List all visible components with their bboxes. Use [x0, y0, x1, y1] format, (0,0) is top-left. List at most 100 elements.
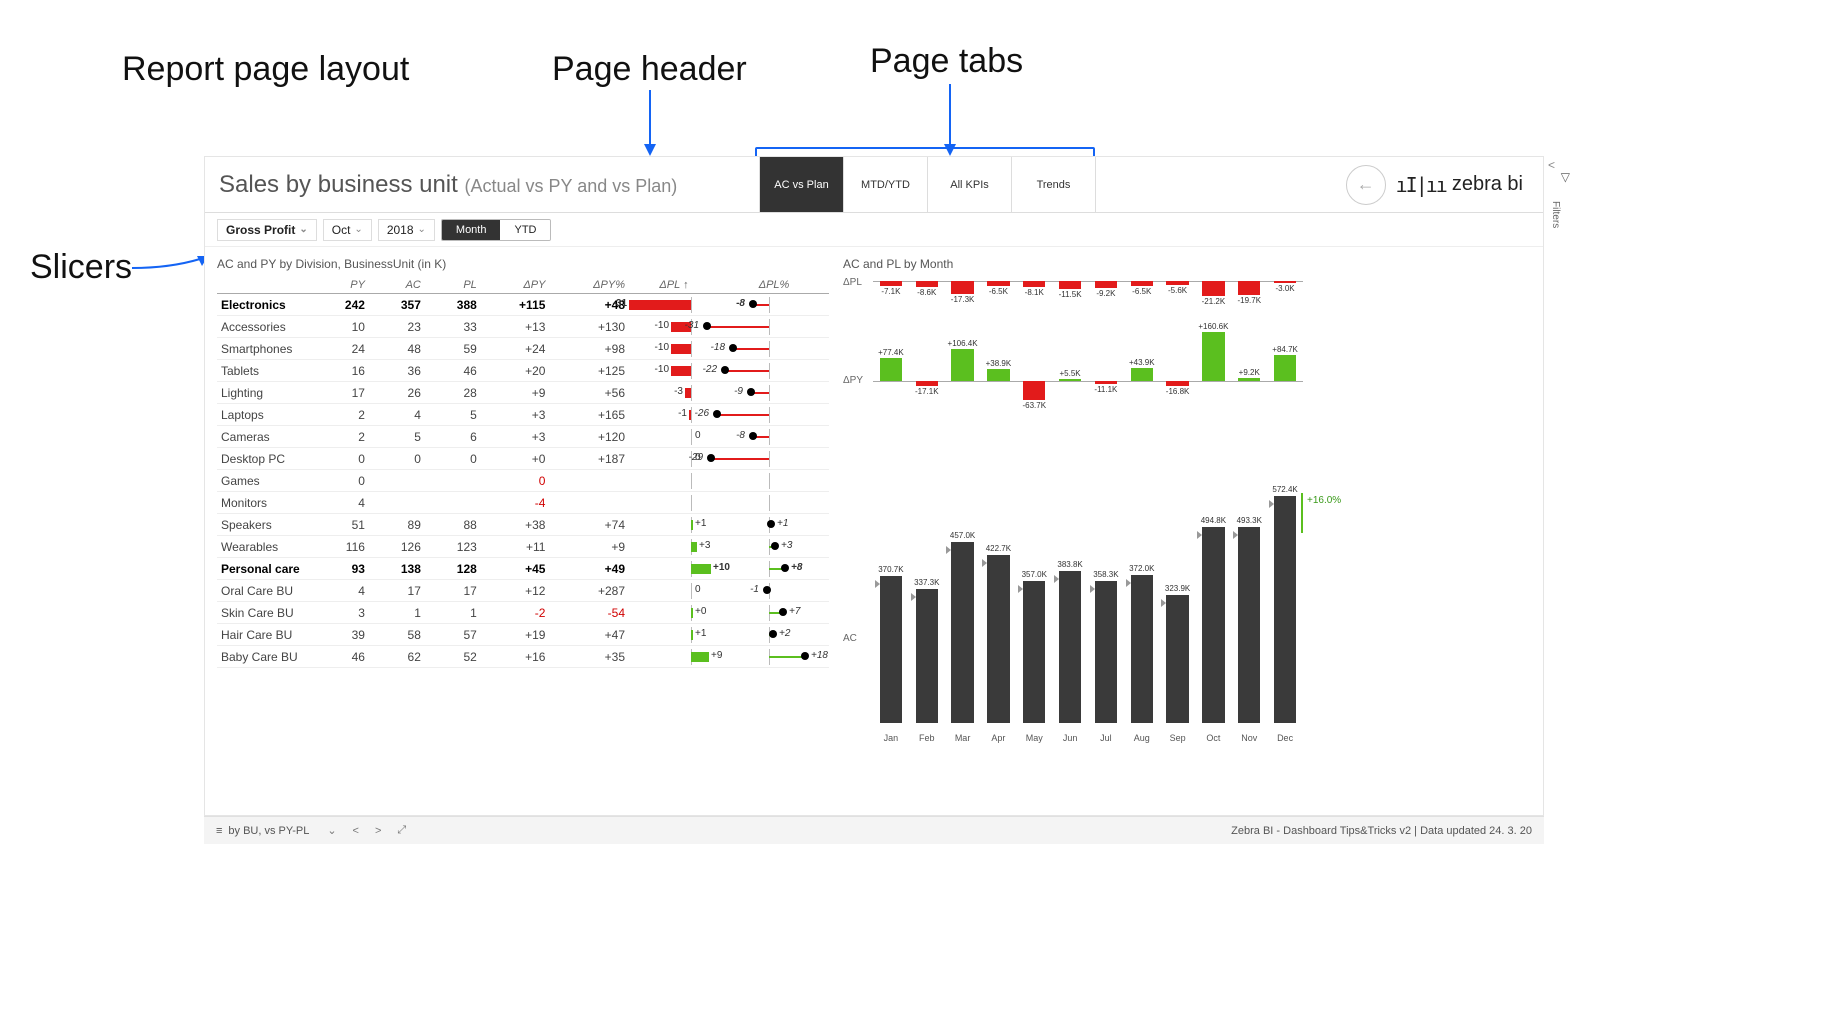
- cell: 88: [425, 514, 481, 536]
- filters-panel-tab[interactable]: ▽ Filters: [1548, 170, 1570, 260]
- cell: 5: [425, 404, 481, 426]
- table-row[interactable]: Cameras256+3+1200-8: [217, 426, 829, 448]
- col-header: PY: [313, 277, 369, 294]
- dpy-bar: [1274, 355, 1296, 381]
- table-row[interactable]: Skin Care BU311-2-54+0+7: [217, 602, 829, 624]
- dpy-bar-label: +38.9K: [981, 359, 1015, 368]
- cell: 48: [369, 338, 425, 360]
- slicer-year[interactable]: 2018 ⌄: [378, 219, 435, 241]
- cell: 57: [425, 624, 481, 646]
- cell-dplpct: -22: [719, 360, 829, 382]
- arrow-header: [640, 90, 660, 158]
- cell: 388: [425, 294, 481, 316]
- dpy-bar: [1059, 379, 1081, 381]
- cell: -2: [481, 602, 550, 624]
- ac-bar: [1202, 527, 1224, 723]
- dpl-bar: [1238, 281, 1260, 295]
- cell-dpl-bar: 0: [629, 580, 719, 602]
- month-label: Dec: [1267, 733, 1303, 743]
- slicer-month[interactable]: Oct ⌄: [323, 219, 372, 241]
- cell: +0: [481, 448, 550, 470]
- dpy-bar: [1238, 378, 1260, 381]
- back-button[interactable]: ←: [1346, 165, 1386, 205]
- cell: Lighting: [217, 382, 313, 404]
- ac-bar-label: 337.3K: [910, 578, 944, 587]
- cell-dplpct: +1: [719, 514, 829, 536]
- cell: 128: [425, 558, 481, 580]
- col-header: ΔPY: [481, 277, 550, 294]
- table-row[interactable]: Electronics242357388+115+48-31-8: [217, 294, 829, 316]
- cell: +9: [549, 536, 629, 558]
- chevron-down-icon: ⌄: [299, 224, 307, 235]
- cell: [549, 470, 629, 492]
- table-row[interactable]: Speakers518988+38+74+1+1: [217, 514, 829, 536]
- cell: Baby Care BU: [217, 646, 313, 668]
- cell: [549, 492, 629, 514]
- table-row[interactable]: Accessories102333+13+130-10-31: [217, 316, 829, 338]
- dpy-bar-label: +9.2K: [1232, 368, 1266, 377]
- cell: 46: [425, 360, 481, 382]
- dpy-bar: [1202, 332, 1224, 381]
- cell-dpl-bar: -10: [629, 338, 719, 360]
- cell: Oral Care BU: [217, 580, 313, 602]
- table-row[interactable]: Tablets163646+20+125-10-22: [217, 360, 829, 382]
- table-row[interactable]: Games00: [217, 470, 829, 492]
- table-row[interactable]: Baby Care BU466252+16+35+9+18: [217, 646, 829, 668]
- arrow-slicers: [130, 256, 210, 286]
- table-row[interactable]: Monitors4-4: [217, 492, 829, 514]
- cell: 123: [425, 536, 481, 558]
- month-label: Feb: [909, 733, 945, 743]
- footer-page-name[interactable]: by BU, vs PY-PL: [228, 825, 309, 837]
- table-row[interactable]: Wearables116126123+11+9+3+3: [217, 536, 829, 558]
- table-row[interactable]: Laptops245+3+165-1-26: [217, 404, 829, 426]
- cell: Personal care: [217, 558, 313, 580]
- cell: 4: [313, 492, 369, 514]
- next-page-button[interactable]: >: [367, 825, 389, 837]
- cell: 16: [313, 360, 369, 382]
- col-header: PL: [425, 277, 481, 294]
- month-axis: JanFebMarAprMayJunJulAugSepOctNovDec: [843, 733, 1529, 749]
- cell: +13: [481, 316, 550, 338]
- cell: 33: [425, 316, 481, 338]
- dpy-bar-label: -16.8K: [1160, 387, 1194, 396]
- chevron-down-icon[interactable]: ⌄: [319, 824, 344, 837]
- tab-all-kpis[interactable]: All KPIs: [928, 157, 1012, 212]
- period-month[interactable]: Month: [442, 220, 501, 240]
- dpl-bar-label: -8.1K: [1019, 288, 1049, 297]
- fit-page-button[interactable]: ⤢: [389, 824, 414, 837]
- cell: 0: [369, 448, 425, 470]
- tab-trends[interactable]: Trends: [1012, 157, 1096, 212]
- axis-label-ac: AC: [843, 633, 857, 644]
- slicer-measure[interactable]: Gross Profit ⌄: [217, 219, 317, 241]
- charts-panel: AC and PL by Month ΔPL -7.1K-8.6K-17.3K-…: [835, 247, 1543, 815]
- tab-mtd-ytd[interactable]: MTD/YTD: [844, 157, 928, 212]
- cell: +3: [481, 404, 550, 426]
- slicer-month-value: Oct: [332, 223, 351, 237]
- tab-ac-vs-plan[interactable]: AC vs Plan: [760, 157, 844, 212]
- table-row[interactable]: Desktop PC000+0+1870-29: [217, 448, 829, 470]
- period-ytd[interactable]: YTD: [500, 220, 550, 240]
- table-row[interactable]: Oral Care BU41717+12+2870-1: [217, 580, 829, 602]
- dpl-bar: [1023, 281, 1045, 287]
- dpy-bar: [987, 369, 1009, 381]
- cell: +125: [549, 360, 629, 382]
- cell: +16: [481, 646, 550, 668]
- cell-dpl-bar: -3: [629, 382, 719, 404]
- cell: Games: [217, 470, 313, 492]
- pages-icon: ≡: [216, 825, 222, 837]
- col-header: [217, 277, 313, 294]
- dpy-bar-label: -11.1K: [1089, 385, 1123, 394]
- table-row[interactable]: Smartphones244859+24+98-10-18: [217, 338, 829, 360]
- table-row[interactable]: Hair Care BU395857+19+47+1+2: [217, 624, 829, 646]
- col-header: ΔPL%: [719, 277, 829, 294]
- dpl-bar: [916, 281, 938, 287]
- table-row[interactable]: Lighting172628+9+56-3-9: [217, 382, 829, 404]
- prev-page-button[interactable]: <: [345, 825, 367, 837]
- ac-bar-label: 457.0K: [945, 531, 979, 540]
- arrow-tabs: [940, 84, 960, 158]
- cell-dpl-bar: 0: [629, 426, 719, 448]
- dpy-bar-label: +84.7K: [1268, 345, 1302, 354]
- cell: 89: [369, 514, 425, 536]
- cell: 3: [313, 602, 369, 624]
- table-row[interactable]: Personal care93138128+45+49+10+8: [217, 558, 829, 580]
